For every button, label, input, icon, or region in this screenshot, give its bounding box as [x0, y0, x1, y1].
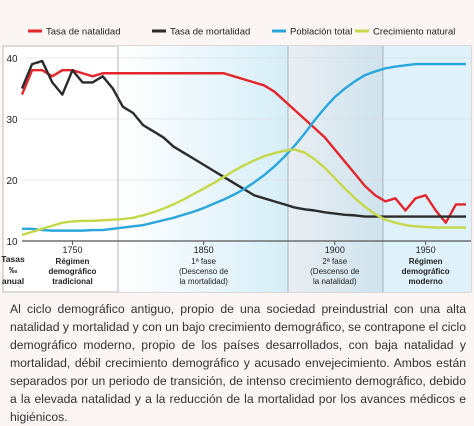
x-tick-label: 1950: [416, 245, 436, 255]
y-tick-label: 40: [6, 54, 18, 65]
chart: 10203040Tasas‰anual1750Régimendemográfic…: [1, 27, 472, 293]
phase-label: (Descenso de: [310, 267, 360, 276]
legend-label: Tasa de natalidad: [46, 27, 120, 38]
legend-label: Crecimiento natural: [373, 27, 455, 38]
x-tick-label: 1900: [325, 245, 345, 255]
y-tick-label: 10: [6, 237, 18, 248]
phase-bg: [383, 46, 471, 292]
phase-label: 1ª fase: [191, 257, 216, 266]
phase-label: 2ª fase: [322, 257, 347, 266]
page: {"chart_data": {"type": "line", "legend"…: [1, 26, 472, 424]
phase-label: demográfico: [402, 267, 450, 276]
y-axis-title: Tasas: [1, 254, 25, 264]
x-tick-label: 1850: [194, 245, 214, 255]
phase-label: la mortalidad): [179, 277, 228, 286]
y-tick-label: 30: [6, 115, 18, 126]
phase-bg: [118, 46, 288, 292]
phase-label: tradicional: [52, 277, 92, 286]
y-axis-title: anual: [2, 276, 24, 286]
phase-label: Régimen: [56, 257, 90, 266]
caption-text: Al ciclo demográfico antiguo, propio de …: [10, 302, 466, 424]
y-tick-label: 20: [6, 176, 18, 187]
legend-label: Tasa de mortalidad: [170, 27, 250, 38]
phase-label: la natalidad): [313, 277, 357, 286]
legend-label: Población total: [290, 27, 352, 38]
series-line: [22, 62, 466, 232]
series-line: [20, 69, 466, 224]
y-axis-title: ‰: [9, 265, 18, 275]
series-line: [21, 148, 466, 237]
x-tick-label: 1750: [62, 245, 82, 255]
phase-label: moderno: [409, 277, 443, 286]
phase-bg: [288, 46, 383, 292]
phase-label: (Descenso de: [179, 267, 229, 276]
phase-label: demográfico: [48, 267, 96, 276]
phase-label: Régimen: [409, 257, 443, 266]
